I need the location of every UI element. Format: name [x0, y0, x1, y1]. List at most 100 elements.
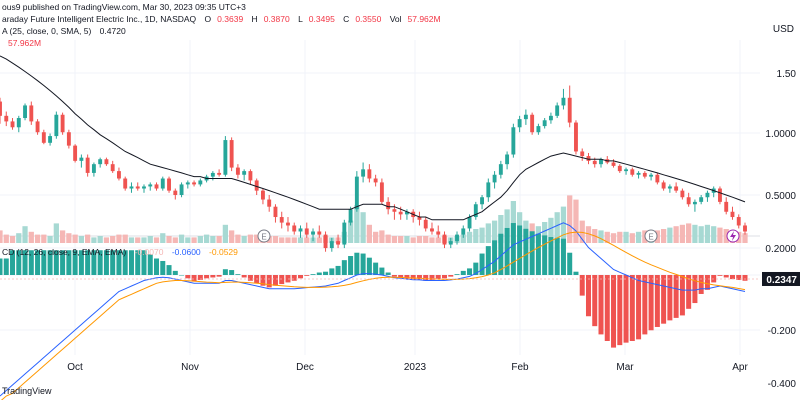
volume-bar [185, 237, 191, 243]
candle-body [261, 190, 265, 200]
macd-hist-bar [191, 275, 197, 282]
volume-bar [504, 209, 510, 243]
candle [649, 172, 654, 181]
candle [404, 209, 409, 220]
candlesticks[interactable] [0, 85, 747, 252]
candle-body [680, 190, 685, 198]
volume-bar [85, 234, 91, 243]
candle [304, 222, 309, 238]
macd-hist-bar [366, 257, 372, 275]
candle [110, 160, 115, 173]
volume-bar [178, 234, 185, 243]
candle [179, 182, 184, 198]
candle [35, 119, 40, 135]
volume-bar [692, 224, 698, 243]
candle [10, 118, 15, 130]
macd-hist-bar [479, 253, 485, 275]
currency-label[interactable]: USD [772, 24, 794, 35]
macd-hist-bar [554, 237, 560, 275]
volume-label: Vol [389, 14, 402, 24]
time-tick-label: 2023 [404, 362, 427, 373]
candle-body [386, 201, 391, 210]
macd-hist-bar [517, 225, 523, 275]
macd-hist-bar [736, 275, 742, 280]
volume-bar [723, 229, 729, 243]
candle-body [129, 186, 134, 189]
candle-body [667, 186, 672, 189]
candle-body [117, 171, 121, 179]
candle [617, 164, 622, 173]
candle-body [480, 197, 484, 205]
candle [348, 206, 353, 226]
candle-body [661, 182, 666, 189]
macd-hist-bar [698, 275, 704, 294]
macd-hist-bar [391, 275, 397, 277]
volume-bar [222, 224, 229, 243]
candle-body [4, 115, 9, 122]
macd-hist-bar [441, 275, 447, 279]
candle [223, 136, 228, 177]
macd-hist-bar [454, 274, 460, 275]
candle-body [461, 228, 466, 235]
volume-bar [679, 224, 686, 243]
volume-legend[interactable]: 57.962M [8, 38, 47, 48]
macd-hist-bar [360, 253, 366, 275]
macd-hist-bar [116, 250, 122, 275]
macd-hist-bar [686, 275, 692, 309]
candle [117, 167, 121, 181]
macd-hist-bar [611, 275, 617, 348]
candle-body [192, 182, 197, 185]
candle [461, 225, 466, 238]
candle-body [242, 171, 247, 175]
macd-hist-bar [604, 275, 610, 341]
volume-bar [717, 227, 723, 243]
lightning-icon [730, 231, 736, 241]
candle [567, 85, 572, 128]
volume-bar [660, 229, 667, 243]
candle [692, 199, 697, 212]
macd-hist-bar [97, 250, 103, 275]
candle-body [486, 182, 491, 198]
macd-hist-bar [567, 252, 573, 275]
macd-hist-bar [285, 275, 291, 283]
candle [273, 204, 278, 223]
candle-body [436, 231, 441, 235]
candle-body [348, 209, 353, 223]
candle-body [85, 157, 90, 173]
volume-bar [153, 237, 160, 243]
candle-body [373, 178, 378, 183]
candle-body [298, 228, 303, 232]
volume-bar [667, 227, 673, 243]
macd-hist-bar [185, 275, 191, 279]
candle-body [342, 222, 347, 245]
candle-body [743, 225, 747, 232]
macd-hist-bar [204, 275, 210, 279]
candle [261, 188, 265, 205]
macd-hist-bar [648, 275, 654, 331]
macd-hist-bar [636, 275, 642, 340]
macd-hist-bar [416, 275, 422, 280]
candle-body [617, 165, 622, 172]
price-tick-label: 1.50 [777, 69, 797, 80]
candle [286, 217, 290, 232]
macd-legend[interactable]: CD (12, 26, close, 9, EMA, EMA) -0.0070 … [2, 247, 244, 257]
candle [655, 172, 660, 185]
volume-bar [498, 215, 504, 243]
candle-body [185, 182, 190, 185]
candle-body [179, 184, 184, 195]
candle-body [517, 119, 522, 128]
volume-bar [22, 226, 28, 243]
ma-legend-value: 0.4720 [99, 26, 126, 36]
candle-body [467, 217, 472, 229]
time-tick-label: Dec [296, 362, 314, 373]
ma-legend[interactable]: A (25, close, 0, SMA, 5) 0.4720 [2, 26, 132, 36]
macd-hist-bar [41, 250, 47, 275]
candle-body [699, 197, 704, 202]
candle [379, 178, 384, 205]
candle [160, 176, 165, 191]
macd-hist-bar [316, 272, 322, 275]
candle [511, 123, 516, 158]
volume-bar [254, 234, 260, 243]
